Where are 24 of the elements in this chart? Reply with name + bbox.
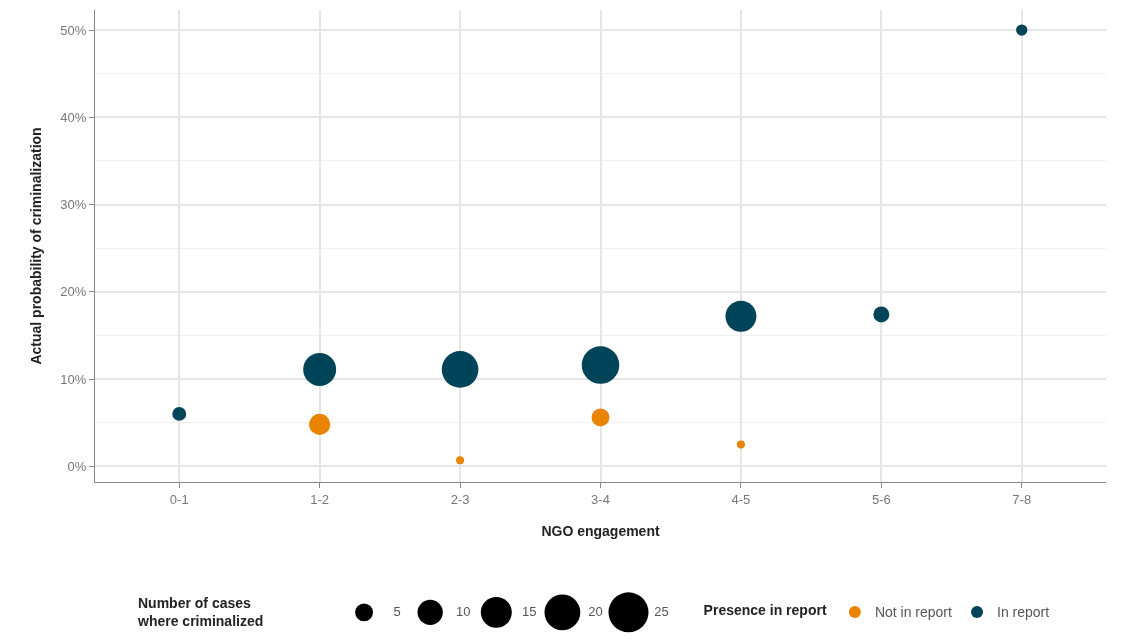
x-tick-label: 5-6 [871,491,891,507]
legend-title: Presence in report [703,601,827,618]
y-tick-label: 20% [60,284,87,300]
x-tick-label: 1-2 [310,491,330,507]
x-axis-title: NGO engagement [541,522,660,539]
x-tick-label: 3-4 [591,491,610,507]
x-tick-label: 2-3 [450,491,470,507]
y-tick-label: 30% [60,197,87,213]
y-tick-label: 50% [60,22,87,38]
legend-label: 25 [654,603,669,619]
legend-label: 5 [393,603,401,619]
x-tick-label: 4-5 [731,491,751,507]
legend-label: 20 [588,603,603,619]
text: Number of cases where criminalized [137,595,264,630]
x-tick-label: 7-8 [1012,491,1032,507]
legend-label: 15 [522,603,537,619]
legend-label: Not in report [874,604,953,621]
legend-label: In report [997,604,1050,621]
y-tick-label: 40% [60,109,87,125]
y-tick-label: 10% [60,371,87,387]
y-tick-label: 0% [67,458,87,474]
legend-label: 10 [456,603,471,619]
y-axis-title: Actual probability of criminalization [27,127,44,365]
x-tick-label: 0-1 [169,491,189,507]
